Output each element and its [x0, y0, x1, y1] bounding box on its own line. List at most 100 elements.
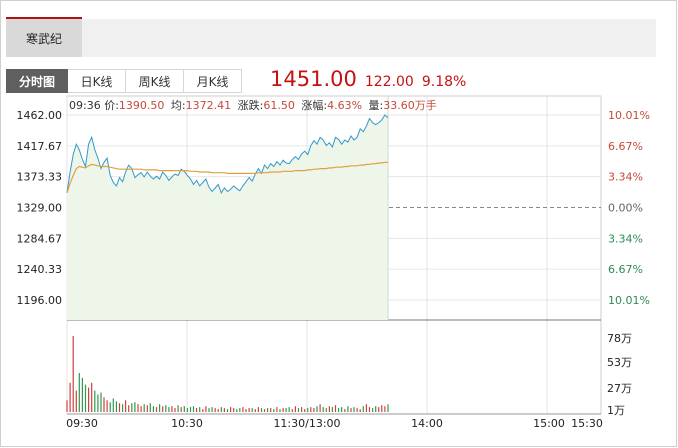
- tab-daily-k[interactable]: 日K线: [68, 69, 126, 93]
- volume-bar: [223, 408, 225, 412]
- volume-bar: [325, 408, 327, 412]
- tab-weekly-k[interactable]: 周K线: [126, 69, 184, 93]
- stock-tab[interactable]: 寒武纪: [6, 17, 82, 57]
- volume-bar: [341, 407, 343, 412]
- volume-bar: [372, 408, 374, 412]
- volume-bar: [257, 407, 259, 412]
- time-tick-label: 09:30: [66, 417, 98, 430]
- volume-bar: [171, 406, 173, 412]
- volume-bar: [72, 336, 74, 412]
- volume-bar: [199, 407, 201, 412]
- volume-bar: [226, 409, 229, 412]
- volume-bar: [69, 382, 71, 412]
- volume-bar: [319, 404, 321, 412]
- volume-bar: [301, 407, 303, 412]
- price-tick-label: 1417.67: [17, 140, 63, 153]
- info-avg: 1372.41: [185, 99, 232, 112]
- volume-bar: [149, 403, 151, 412]
- volume-bar: [251, 408, 253, 412]
- volume-bar: [304, 409, 306, 412]
- pct-tick-label: 10.01%: [608, 294, 650, 307]
- volume-bar: [291, 409, 293, 412]
- volume-bar: [236, 409, 238, 412]
- volume-bar: [159, 404, 161, 412]
- price-tick-label: 1373.33: [17, 171, 63, 184]
- volume-bar: [66, 400, 68, 412]
- pct-tick-label: 10.01%: [608, 109, 650, 122]
- time-tick-label: 15:30: [571, 417, 603, 430]
- tab-monthly-k[interactable]: 月K线: [184, 69, 242, 93]
- volume-bar: [125, 400, 127, 412]
- volume-bar: [214, 408, 216, 412]
- info-price: 1390.50: [118, 99, 165, 112]
- volume-bar: [84, 384, 87, 412]
- volume-bar: [273, 409, 275, 412]
- pct-tick-label: 6.67%: [608, 140, 643, 153]
- tab-intraday[interactable]: 分时图: [6, 69, 68, 93]
- time-tick-label: 11:30/13:00: [273, 417, 340, 430]
- volume-bar: [220, 407, 222, 412]
- volume-bar: [118, 403, 121, 412]
- volume-bar: [254, 409, 256, 412]
- volume-bar: [131, 403, 133, 412]
- volume-bar: [344, 409, 346, 412]
- volume-bar: [359, 409, 361, 412]
- info-pct: 4.63%: [327, 99, 363, 112]
- volume-bar: [109, 402, 111, 412]
- volume-bar: [97, 394, 99, 412]
- current-price: 1451.00: [270, 67, 357, 91]
- volume-bar: [307, 408, 309, 412]
- volume-bar: [78, 373, 80, 412]
- volume-bar: [143, 404, 145, 412]
- info-vol: 33.60万手: [383, 99, 437, 112]
- volume-bar: [115, 401, 117, 412]
- volume-bar: [183, 406, 185, 412]
- volume-bar: [347, 406, 349, 412]
- price-tick-label: 1240.33: [17, 263, 63, 276]
- volume-bar: [285, 408, 287, 412]
- volume-bar: [137, 404, 139, 412]
- volume-bar: [192, 406, 195, 412]
- volume-bar: [270, 408, 272, 412]
- pct-tick-label: 3.34%: [608, 232, 643, 245]
- volume-bar: [267, 408, 269, 412]
- volume-bar: [387, 404, 389, 412]
- volume-bar: [165, 405, 167, 412]
- volume-bar: [112, 398, 114, 412]
- price-line: [66, 114, 389, 195]
- info-avg-label: 均:: [170, 99, 186, 112]
- volume-bar: [365, 404, 367, 412]
- volume-bar: [152, 406, 154, 412]
- crosshair-info: 09:36 价:1390.50 均:1372.41 涨跌:61.50 涨幅:4.…: [69, 97, 440, 113]
- volume-bar: [81, 377, 83, 412]
- quote-summary: 1451.00 122.00 9.18%: [270, 67, 466, 91]
- price-tick-label: 1284.67: [17, 232, 63, 245]
- volume-bar: [242, 407, 244, 412]
- volume-bar: [103, 397, 105, 412]
- time-tick-label: 10:30: [171, 417, 203, 430]
- pct-tick-label: 0.00%: [608, 202, 643, 215]
- volume-bar: [91, 382, 93, 412]
- volume-bar: [211, 407, 213, 412]
- info-price-label: 价:: [104, 99, 119, 112]
- volume-bar: [88, 387, 90, 412]
- info-change: 61.50: [263, 99, 295, 112]
- volume-bar: [186, 408, 188, 412]
- volume-bar: [205, 406, 207, 412]
- volume-bar: [350, 408, 352, 412]
- volume-bar: [316, 406, 318, 412]
- volume-bar: [334, 405, 337, 412]
- volume-bar: [338, 408, 340, 412]
- volume-bar: [375, 406, 377, 412]
- volume-bar: [180, 407, 182, 412]
- volume-bar: [202, 409, 204, 412]
- price-change: 122.00: [364, 74, 414, 90]
- volume-bar: [106, 400, 108, 412]
- volume-bar: [168, 407, 170, 412]
- volume-tick-label: 78万: [607, 332, 632, 345]
- price-area: [67, 115, 388, 320]
- volume-bar: [276, 407, 278, 412]
- volume-bar: [381, 405, 383, 412]
- volume-bar: [331, 407, 333, 412]
